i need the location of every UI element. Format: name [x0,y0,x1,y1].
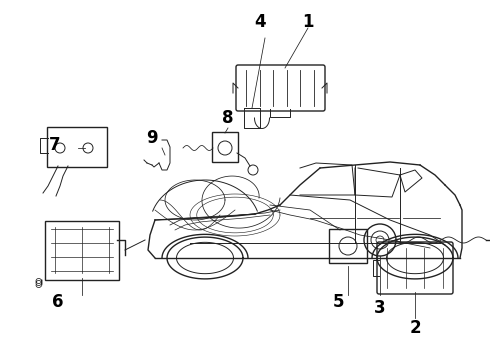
FancyBboxPatch shape [329,229,367,263]
Text: 4: 4 [254,13,266,31]
FancyBboxPatch shape [47,127,107,167]
Text: 6: 6 [52,293,64,311]
Text: 3: 3 [374,299,386,317]
Text: 9: 9 [146,129,158,147]
Text: 1: 1 [302,13,314,31]
FancyBboxPatch shape [236,65,325,111]
Text: 8: 8 [222,109,234,127]
FancyBboxPatch shape [377,242,453,294]
Text: 7: 7 [49,136,61,154]
Text: 2: 2 [409,319,421,337]
Text: 5: 5 [332,293,344,311]
FancyBboxPatch shape [45,221,119,280]
FancyBboxPatch shape [212,132,238,162]
